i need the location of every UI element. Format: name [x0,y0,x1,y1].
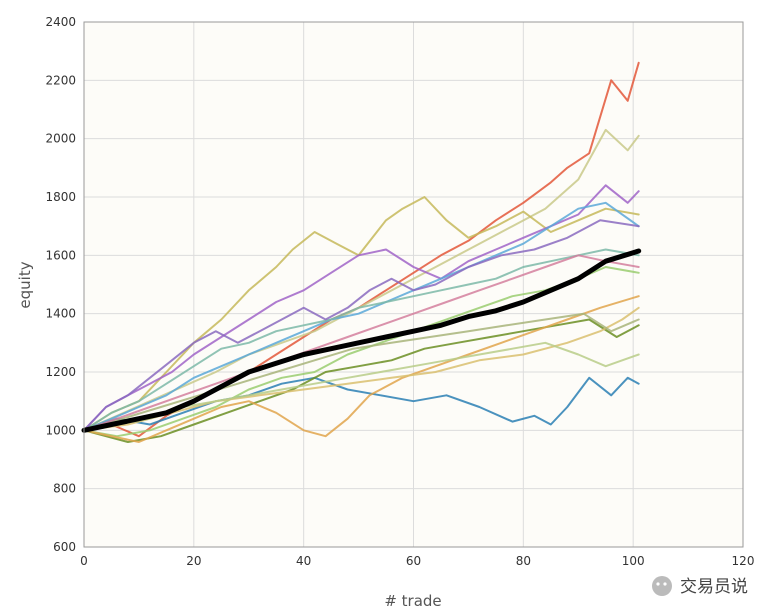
series-layer [81,61,642,443]
equity-series-line-13 [83,219,640,432]
x-tick-label: 60 [406,554,421,568]
watermark: 交易员说 [652,576,748,597]
y-axis-title: equity [16,261,34,308]
equity-series-line-2 [83,128,640,432]
plot-frame [83,21,744,548]
x-axis-title: # trade [384,592,441,610]
y-tick-label: 1000 [45,423,76,437]
wechat-icon [652,576,672,596]
x-tick-label: 0 [80,554,88,568]
average-equity-line [81,248,642,433]
x-tick-label: 20 [186,554,201,568]
y-tick-label: 1200 [45,365,76,379]
equity-series-line-9 [83,295,640,443]
equity-series-line-14 [83,312,640,432]
y-tick-label: 1600 [45,248,76,262]
y-tick-label: 1400 [45,307,76,321]
y-tick-label: 2000 [45,132,76,146]
x-tick-label: 80 [516,554,531,568]
y-tick-label: 2200 [45,73,76,87]
tick-layer: 600 800 1000 1200 1400 1600 1800 2000 2200 2400 0 2… [45,15,754,568]
x-tick-label: 40 [296,554,311,568]
equity-series-line-4 [83,184,640,432]
y-tick-label: 2400 [45,15,76,29]
y-tick-label: 600 [53,540,76,554]
wechat-icon-eye-left [656,582,660,586]
equity-series-line-5 [83,201,640,432]
equity-series-line-10 [83,306,640,432]
x-tick-label: 100 [622,554,645,568]
y-tick-label: 1800 [45,190,76,204]
watermark-text: 交易员说 [680,577,748,597]
equity-series-line-7 [83,318,640,443]
equity-series-line-6 [83,376,640,432]
equity-series-line-12 [83,248,640,432]
x-tick-label: 120 [732,554,755,568]
y-tick-label: 800 [53,482,76,496]
equity-series-line-15 [83,254,640,432]
wechat-icon-eye-right [663,582,667,586]
